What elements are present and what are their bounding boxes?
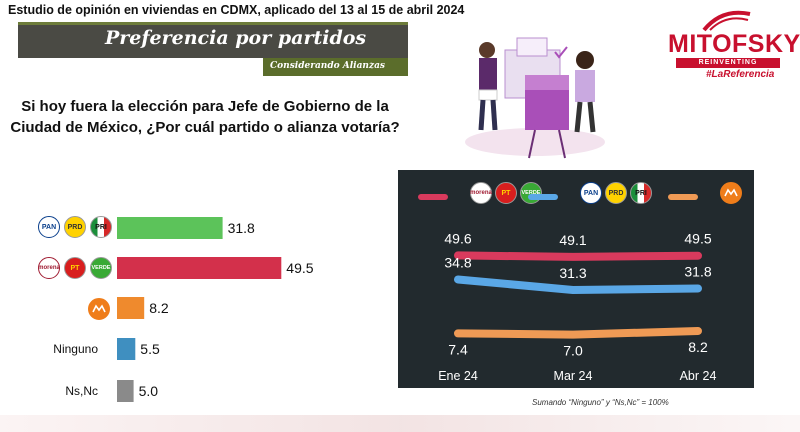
prd-logo: PRD: [64, 216, 86, 238]
note-tab: [263, 58, 408, 76]
bar-value-label: 8.2: [149, 300, 169, 316]
legend-logos-pan: PAN PRD PRI: [580, 182, 660, 206]
legend-swatch-0: [418, 194, 448, 200]
legend-swatch-2: [668, 194, 698, 200]
bar-pan-prd-pri: [117, 217, 223, 239]
x-tick-label: Mar 24: [554, 369, 593, 383]
brand-logo: MITOFSKY: [668, 30, 800, 58]
legend-logos-mc: [720, 182, 744, 206]
bar-value-label: 49.5: [286, 260, 313, 276]
series-line-2: [454, 327, 702, 339]
voting-illustration: [465, 37, 605, 159]
bar-mc: [117, 297, 145, 319]
legend-pan-logo: PAN: [580, 182, 602, 204]
line-value-label: 49.5: [684, 231, 711, 247]
mitofsky-swoosh-icon: [702, 10, 751, 32]
line-value-label: 49.1: [559, 232, 586, 248]
line-value-label: 31.8: [684, 264, 711, 280]
pt-logo: PT: [64, 257, 86, 279]
line-value-label: 7.0: [563, 343, 583, 359]
bar-ns-nc: [117, 380, 134, 402]
logo-group-mc: [88, 298, 112, 322]
bottom-decoration: [0, 415, 800, 432]
page-title: Preferencia por partidos: [105, 27, 367, 49]
survey-question: Si hoy fuera la elección para Jefe de Go…: [10, 98, 400, 136]
study-subtitle: Estudio de opinión en viviendas en CDMX,…: [8, 3, 465, 17]
series-line-1: [454, 275, 702, 294]
brand-tagline: REINVENTING RESEARCH: [676, 58, 780, 76]
line-value-label: 49.6: [444, 230, 471, 246]
series-line-0: [454, 251, 702, 261]
bar-value-label: 5.0: [139, 383, 159, 399]
x-tick-label: Abr 24: [680, 369, 717, 383]
bar-morena-pt-verde: [117, 257, 282, 279]
legend-swatch-1: [528, 194, 558, 200]
bar-chart: 31.8 49.5 8.2 5.5 Ninguno 5.0 Ns,Nc: [53, 217, 314, 402]
morena-logo: morena: [38, 257, 60, 279]
logo-group-pan-prd-pri: PAN PRD PRI: [38, 216, 118, 240]
legend-verde-logo: VERDE: [520, 182, 542, 204]
line-value-label: 8.2: [688, 339, 708, 355]
note-label: Considerando Alianzas: [270, 61, 385, 71]
line-value-label: 7.4: [448, 341, 468, 357]
x-tick-label: Ene 24: [438, 369, 478, 383]
legend-pt-logo: PT: [495, 182, 517, 204]
mc-logo: [88, 298, 110, 320]
line-value-label: 31.3: [559, 265, 586, 281]
pri-logo: PRI: [90, 216, 112, 238]
bar-ninguno: [117, 338, 136, 360]
footnote: Sumando “Ninguno” y “Ns,Nc” = 100%: [532, 398, 669, 407]
bar-category-label: Ninguno: [53, 342, 98, 356]
legend-mc-logo: [720, 182, 742, 204]
bar-value-label: 5.5: [140, 341, 160, 357]
legend-logos-morena: morena PT VERDE: [470, 182, 550, 206]
pan-logo: PAN: [38, 216, 60, 238]
logo-group-morena-pt-verde: morena PT VERDE: [38, 257, 118, 281]
line-value-label: 34.8: [444, 255, 471, 271]
title-banner: [18, 22, 408, 58]
line-chart: 49.6 49.1 49.5 34.8 31.3 31.8 7.4 7.0 8.2 Ene 24 M…: [418, 194, 717, 383]
legend-morena-logo: morena: [470, 182, 492, 204]
legend-prd-logo: PRD: [605, 182, 627, 204]
bar-value-label: 31.8: [228, 220, 255, 236]
verde-logo: VERDE: [90, 257, 112, 279]
legend-pri-logo: PRI: [630, 182, 652, 204]
brand-hashtag: #LaReferencia: [706, 69, 775, 80]
bar-category-label: Ns,Nc: [65, 384, 98, 398]
